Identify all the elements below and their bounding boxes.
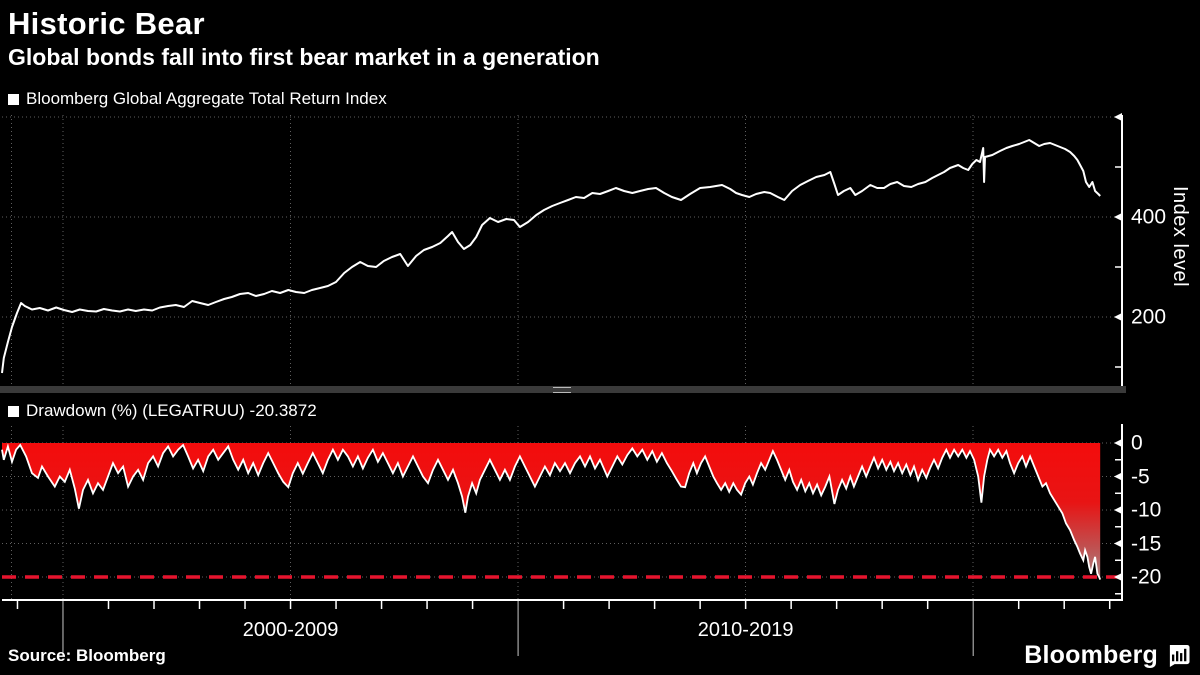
y-major-tick-icon	[1114, 113, 1122, 121]
legend-index-label: Bloomberg Global Aggregate Total Return …	[26, 89, 387, 108]
legend-drawdown-label: Drawdown (%) (LEGATRUU) -20.3872	[26, 401, 317, 420]
y-tick-label-drawdown: -10	[1131, 498, 1162, 522]
drawdown-area-series	[2, 443, 1101, 580]
y-tick-label-index: 400	[1131, 205, 1167, 229]
y-major-tick-icon	[1114, 506, 1122, 515]
index-line-series	[1, 139, 1101, 374]
separator-drag-handle-icon[interactable]	[553, 387, 571, 393]
drawdown-edge-line	[1, 443, 1102, 580]
y-major-tick-icon	[1114, 313, 1122, 321]
page-subtitle: Global bonds fall into first bear market…	[8, 44, 600, 70]
y-major-tick-icon	[1114, 573, 1122, 582]
x-axis-decade-label: 2000-2009	[242, 619, 339, 641]
legend-swatch-icon	[8, 405, 19, 417]
y-major-tick-icon	[1114, 472, 1122, 481]
y-major-tick-icon	[1114, 539, 1122, 548]
source-credit: Source: Bloomberg	[8, 646, 166, 665]
bloomberg-terminal-icon	[1169, 644, 1190, 667]
y-tick-label-drawdown: 0	[1131, 431, 1143, 455]
brand-wordmark: Bloomberg	[1024, 641, 1158, 669]
y-tick-label-index: 200	[1131, 305, 1167, 329]
y-tick-label-drawdown: -15	[1131, 532, 1162, 556]
legend-index: Bloomberg Global Aggregate Total Return …	[8, 89, 387, 109]
y-tick-label-drawdown: -5	[1131, 465, 1150, 489]
x-axis-decade-label: 2010-2019	[697, 619, 794, 641]
legend-drawdown: Drawdown (%) (LEGATRUU) -20.3872	[8, 401, 317, 421]
y-tick-label-drawdown: -20	[1131, 565, 1162, 589]
y-major-tick-icon	[1114, 213, 1122, 221]
y-major-tick-icon	[1114, 439, 1122, 448]
panel-separator	[0, 386, 1126, 393]
y-axis-title: Index level	[1169, 186, 1191, 288]
brand-lockup: Bloomberg	[1024, 641, 1190, 670]
page-title: Historic Bear	[8, 6, 205, 41]
legend-swatch-icon	[8, 93, 19, 105]
